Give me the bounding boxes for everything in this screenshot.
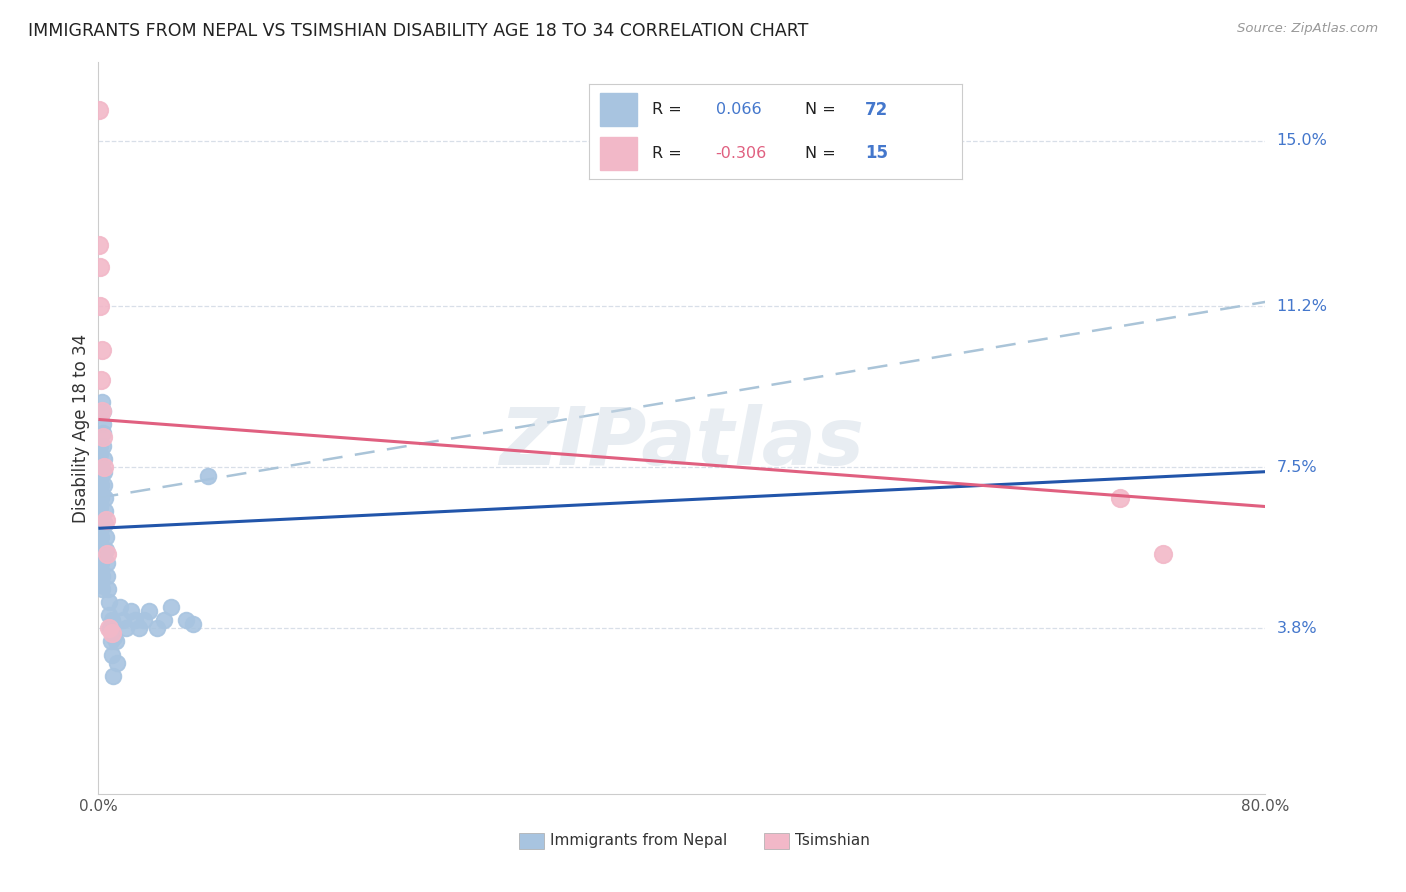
Point (87, 103, 110, 118)
Point (89, 260, 111, 274)
Text: 11.2%: 11.2% (1277, 299, 1327, 314)
Point (128, 622, 150, 636)
Text: 7.5%: 7.5% (1277, 460, 1317, 475)
Point (91, 403, 114, 417)
Point (91, 425, 114, 440)
Point (90, 491, 112, 505)
Point (160, 599, 183, 614)
Point (103, 630, 125, 644)
Point (89, 456, 111, 470)
Bar (519, 832, 544, 849)
Point (100, 634, 122, 648)
Point (138, 604, 160, 618)
Point (112, 613, 135, 627)
Point (124, 613, 146, 627)
Point (87, 504, 110, 518)
Point (89, 491, 111, 505)
Text: ZIPatlas: ZIPatlas (499, 404, 865, 482)
Point (90, 582, 112, 597)
Point (89, 534, 111, 549)
Point (93, 477, 115, 491)
Point (89, 578, 111, 592)
Point (89, 525, 111, 540)
Point (100, 625, 122, 640)
Point (90, 343, 112, 357)
Point (91, 417, 114, 431)
Text: IMMIGRANTS FROM NEPAL VS TSIMSHIAN DISABILITY AGE 18 TO 34 CORRELATION CHART: IMMIGRANTS FROM NEPAL VS TSIMSHIAN DISAB… (28, 22, 808, 40)
Point (93, 439, 115, 453)
Point (115, 622, 138, 636)
Point (146, 622, 169, 636)
Point (98, 622, 121, 636)
Point (90, 548, 112, 562)
Point (181, 617, 204, 632)
Point (93, 491, 115, 505)
Point (101, 669, 124, 683)
Point (94, 530, 117, 544)
Point (90, 530, 112, 544)
Point (1108, 491, 1130, 505)
Point (93, 451, 115, 466)
Text: Tsimshian: Tsimshian (796, 833, 870, 848)
Point (89, 238, 111, 252)
Point (90, 477, 112, 491)
Point (89, 508, 111, 523)
Point (89, 495, 111, 509)
Point (94, 512, 117, 526)
Point (132, 613, 155, 627)
Point (90, 460, 112, 475)
Point (89, 560, 111, 574)
Point (91, 430, 114, 444)
Point (89, 486, 111, 500)
Text: Immigrants from Nepal: Immigrants from Nepal (550, 833, 727, 848)
Point (100, 648, 122, 662)
Point (91, 569, 114, 583)
Text: Source: ZipAtlas.com: Source: ZipAtlas.com (1237, 22, 1378, 36)
Point (89, 469, 111, 483)
Y-axis label: Disability Age 18 to 34: Disability Age 18 to 34 (72, 334, 90, 523)
Point (89, 548, 111, 562)
Point (110, 599, 132, 614)
Text: 15.0%: 15.0% (1277, 133, 1327, 148)
Point (89, 516, 111, 531)
Point (90, 469, 112, 483)
Point (90, 373, 112, 387)
Point (98, 608, 121, 623)
Point (89, 477, 111, 491)
Point (96, 569, 118, 583)
Point (89, 482, 111, 496)
Point (89, 569, 111, 583)
Point (96, 556, 118, 570)
Point (93, 460, 115, 475)
Point (90, 486, 112, 500)
Point (89, 447, 111, 461)
Point (98, 622, 121, 636)
Point (105, 657, 128, 671)
Point (96, 548, 118, 562)
Point (90, 539, 112, 553)
Point (94, 504, 117, 518)
Point (93, 465, 115, 479)
Point (101, 613, 124, 627)
Point (91, 403, 114, 417)
Point (104, 634, 127, 648)
Point (1152, 548, 1174, 562)
Point (197, 469, 219, 483)
Point (89, 299, 111, 313)
Point (91, 395, 114, 409)
Point (97, 582, 120, 597)
Point (120, 604, 142, 618)
Point (89, 500, 111, 514)
Point (96, 543, 118, 558)
Point (97, 595, 120, 609)
Point (89, 474, 111, 488)
Text: 3.8%: 3.8% (1277, 621, 1317, 636)
Bar (763, 832, 789, 849)
Point (94, 516, 117, 531)
Point (89, 465, 111, 479)
Point (174, 613, 197, 627)
Point (89, 439, 111, 453)
Point (90, 556, 112, 570)
Point (153, 613, 176, 627)
